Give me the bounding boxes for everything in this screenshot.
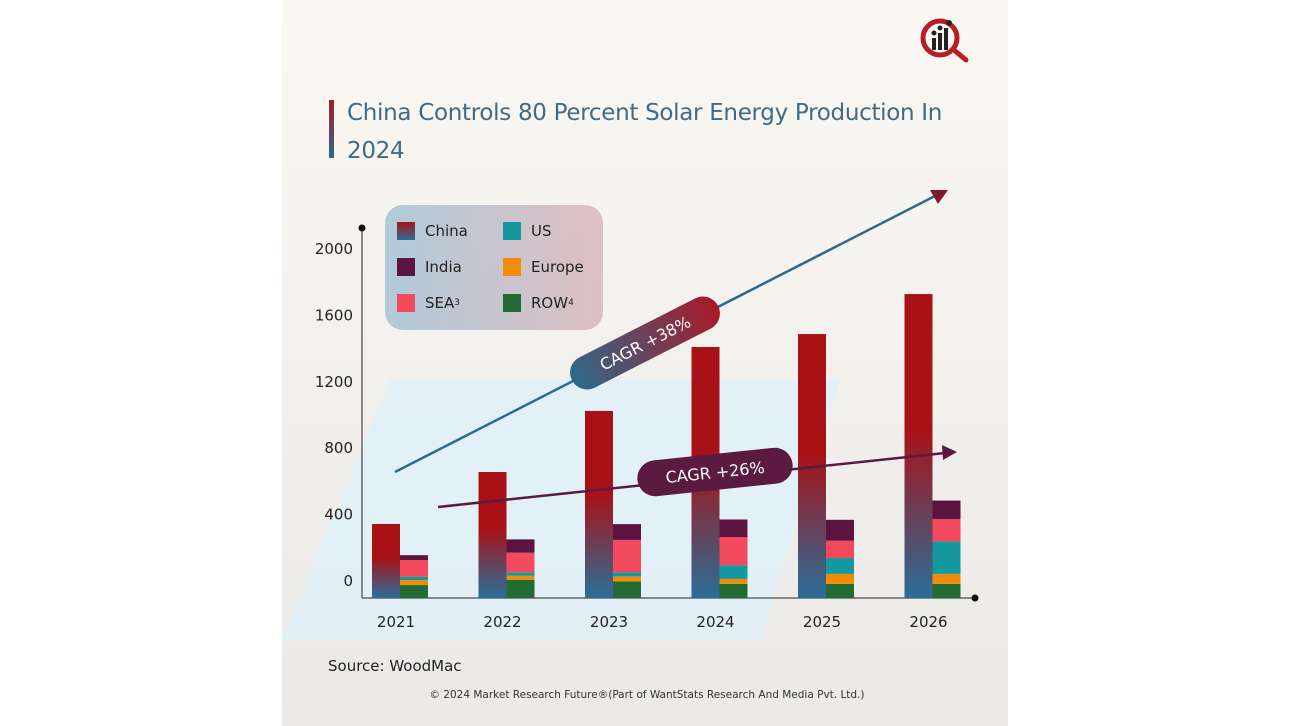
title-accent-bar <box>329 100 334 158</box>
bar-sea-2024 <box>719 537 748 566</box>
bar-europe-2023 <box>613 576 641 582</box>
legend-label: India <box>425 258 462 276</box>
bar-us-2021 <box>400 576 428 581</box>
solar-panel-background <box>282 380 840 640</box>
bar-china-2022 <box>478 472 507 598</box>
cagr-38-arrowhead <box>930 190 948 204</box>
copyright-note: © 2024 Market Research Future®(Part of W… <box>429 689 865 701</box>
bar-row-2024 <box>719 583 748 598</box>
bar-europe-2021 <box>400 580 428 586</box>
legend-swatch-row <box>503 294 521 312</box>
bar-sea-2025 <box>826 540 854 558</box>
bar-row-2025 <box>826 583 854 598</box>
x-axis-end-dot <box>971 594 979 602</box>
mrfr-logo-icon <box>920 18 969 63</box>
x-tick-label: 2022 <box>483 613 521 631</box>
legend-swatch-china <box>397 222 415 240</box>
legend-swatch-us <box>503 222 521 240</box>
bar-india-2025 <box>826 519 854 541</box>
bar-sea-2021 <box>400 560 428 577</box>
bar-europe-2026 <box>932 573 961 584</box>
y-tick-label: 1600 <box>315 306 353 324</box>
chart-title: China Controls 80 Percent Solar Energy P… <box>347 100 943 164</box>
bar-us-2025 <box>826 557 854 574</box>
legend-label: ROW <box>531 294 569 312</box>
bar-europe-2025 <box>826 573 854 584</box>
bar-sea-2022 <box>506 552 535 573</box>
y-tick-label: 400 <box>324 506 353 524</box>
legend-label: China <box>425 222 468 240</box>
bar-us-2026 <box>932 541 961 574</box>
bar-us-2022 <box>506 572 535 576</box>
cagr-26-arrowhead <box>942 445 957 460</box>
bar-europe-2022 <box>506 575 535 580</box>
bar-india-2024 <box>719 519 748 538</box>
bar-row-2026 <box>932 583 961 598</box>
legend-swatch-europe <box>503 258 521 276</box>
bar-china-2023 <box>585 410 613 598</box>
bar-sea-2023 <box>613 539 641 573</box>
cagr-26-badge: CAGR +26% <box>637 447 793 497</box>
legend-item-india: India <box>397 258 462 276</box>
bar-row-2023 <box>613 581 641 598</box>
legend-footnote: 4 <box>568 298 574 308</box>
bar-row-2022 <box>506 579 535 598</box>
bar-china-2026 <box>904 294 933 598</box>
bar-europe-2024 <box>719 578 748 584</box>
bar-row-2021 <box>400 585 428 598</box>
y-tick-label: 1200 <box>315 373 353 391</box>
legend-item-sea: SEA 3 <box>397 294 460 312</box>
y-tick-label: 0 <box>343 572 353 590</box>
y-tick-label: 2000 <box>315 240 353 258</box>
bar-india-2022 <box>506 539 535 553</box>
legend-item-row: ROW 4 <box>503 294 574 312</box>
bar-china-2021 <box>372 523 400 598</box>
bar-india-2021 <box>400 555 428 561</box>
source-note: Source: WoodMac <box>328 657 462 675</box>
bar-india-2023 <box>613 524 641 540</box>
legend-item-europe: Europe <box>503 258 584 276</box>
y-axis-end-dot <box>358 224 366 232</box>
bar-india-2026 <box>932 500 961 520</box>
legend-footnote: 3 <box>454 298 460 308</box>
legend-swatch-sea <box>397 294 415 312</box>
x-tick-label: 2026 <box>909 613 947 631</box>
bar-sea-2026 <box>932 519 961 542</box>
legend-label: US <box>531 222 552 240</box>
legend-label: Europe <box>531 258 584 276</box>
legend-item-us: US <box>503 222 552 240</box>
bar-us-2023 <box>613 572 641 577</box>
legend-item-china: China <box>397 222 468 240</box>
x-tick-label: 2024 <box>696 613 734 631</box>
x-tick-label: 2021 <box>377 613 415 631</box>
legend: China US India Europe SEA 3 ROW 4 <box>385 205 603 330</box>
legend-label: SEA <box>425 294 455 312</box>
legend-swatch-india <box>397 258 415 276</box>
bar-us-2024 <box>719 565 748 579</box>
x-tick-label: 2025 <box>803 613 841 631</box>
y-tick-label: 800 <box>324 439 353 457</box>
x-tick-label: 2023 <box>590 613 628 631</box>
